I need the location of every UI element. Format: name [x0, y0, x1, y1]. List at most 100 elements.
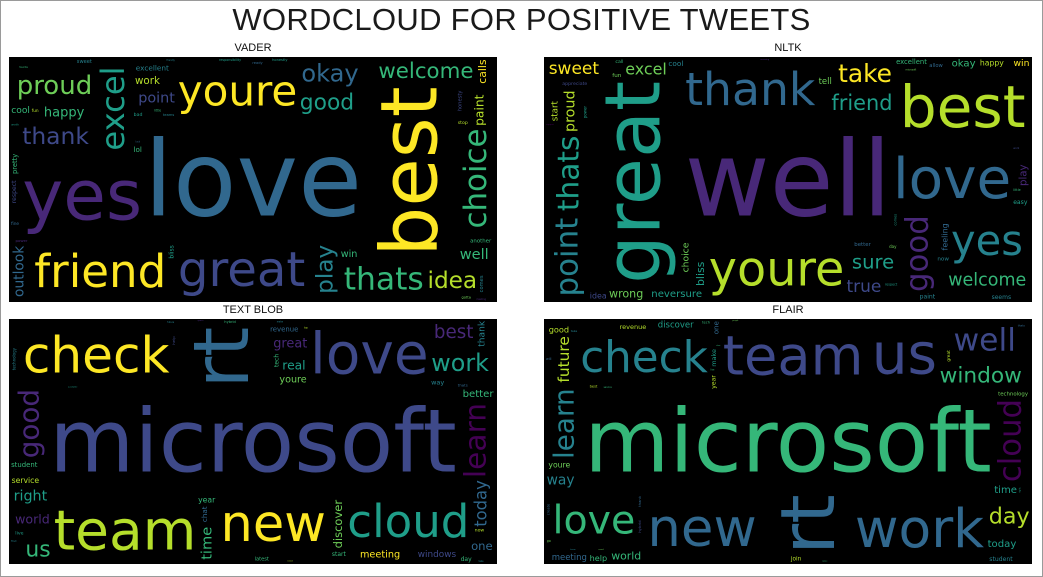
- word-people: people: [732, 320, 739, 322]
- word-great: great: [178, 242, 305, 298]
- word-happy: happy: [980, 58, 1004, 67]
- word-help: help: [590, 553, 608, 563]
- word-rt: rt: [178, 327, 267, 389]
- word-way: way: [547, 473, 575, 489]
- word-microsoft: microsoft: [906, 68, 917, 71]
- word-will: will: [546, 357, 552, 361]
- word-latest: latest: [255, 557, 269, 563]
- word-day: day: [989, 504, 1030, 530]
- word-best: best: [900, 73, 1026, 141]
- word-start: start: [551, 100, 561, 121]
- word-take: take: [571, 329, 578, 333]
- word-point: point: [549, 218, 585, 297]
- word-team: team: [54, 499, 197, 563]
- word-best: best: [434, 322, 474, 343]
- word-rt: rt: [764, 494, 852, 554]
- word-play: play: [312, 245, 339, 294]
- word-cloud: cloud: [994, 399, 1029, 482]
- panel-title: VADER: [234, 42, 272, 54]
- word-team: team: [723, 325, 864, 388]
- word-play: play: [1019, 164, 1030, 186]
- word-create: create: [546, 503, 550, 515]
- word-gotta: gotta: [462, 296, 472, 300]
- word-thank: thank: [22, 122, 89, 150]
- word-now: now: [475, 528, 485, 533]
- word-true: true: [847, 277, 882, 297]
- word-work: work: [855, 497, 984, 560]
- word-bliss: bliss: [694, 261, 707, 286]
- word-yes: yes: [951, 216, 1023, 265]
- word-good: good: [300, 91, 354, 116]
- word-year: year: [198, 496, 216, 505]
- word-feeling: feeling: [940, 223, 949, 250]
- word-yes: yes: [22, 156, 142, 236]
- word-comes: comes: [479, 275, 485, 292]
- wordcloud-svg: well love great best youre thank good yes welcom…: [546, 58, 1030, 301]
- word-youre: youre: [709, 243, 845, 298]
- word-happy: happy: [44, 106, 85, 121]
- word-future: future: [555, 336, 573, 382]
- word-responsibility: responsibility: [219, 58, 241, 62]
- word-support: support: [546, 123, 554, 126]
- panel-title: NLTK: [774, 42, 802, 54]
- word-thats: thats: [1018, 324, 1026, 328]
- word-power: power: [582, 106, 587, 119]
- word-work: work: [1013, 146, 1020, 150]
- word-youre: youre: [178, 66, 298, 115]
- word-work: work: [135, 75, 160, 87]
- word-microsoft: microsoft: [584, 391, 991, 493]
- word-new: new: [221, 495, 326, 554]
- word-learn: learn: [459, 403, 494, 478]
- word-welcome: welcome: [378, 59, 473, 84]
- word-friend: friend: [831, 91, 892, 115]
- word-win: win: [1014, 58, 1030, 69]
- word-win: win: [341, 249, 358, 260]
- word-love: love: [144, 119, 362, 241]
- wordcloud-panel-nltk: NLTK well love great best youre thank good yes w…: [544, 42, 1032, 302]
- word-great: great: [946, 350, 952, 362]
- word-meeting: meeting: [476, 298, 486, 301]
- word-favorite: favorite: [19, 66, 28, 69]
- figure-title: WORDCLOUD FOR POSITIVE TWEETS: [232, 2, 811, 37]
- word-go: go: [547, 539, 551, 543]
- wordcloud-canvas: well love great best youre thank good yes welcom…: [544, 57, 1032, 302]
- word-great: great: [273, 337, 307, 352]
- word-live: live: [711, 368, 716, 371]
- word-cloud: cloud: [347, 495, 469, 548]
- word-check: check: [23, 325, 170, 384]
- wordcloud-canvas: love great best yes youre friend excel thats tha…: [9, 57, 497, 302]
- word-best: best: [590, 385, 598, 389]
- word-meeting: meeting: [360, 550, 400, 561]
- word-thank: thank: [685, 63, 816, 116]
- word-amazing: amazing: [760, 59, 770, 61]
- wordcloud-panel-text-blob: TEXT BLOB microsoft new rt love team check lea…: [9, 304, 497, 564]
- word-idea: idea: [428, 267, 478, 294]
- word-well: well: [460, 246, 489, 263]
- word-day: day: [889, 244, 897, 249]
- wordcloud-canvas: microsoft team rt new us work cloud check window…: [544, 319, 1032, 564]
- word-right: right: [14, 489, 48, 505]
- word-lol: lol: [134, 145, 142, 154]
- word-learn: learn: [547, 388, 580, 459]
- word-good: good: [549, 325, 569, 335]
- word-little: little: [1013, 188, 1020, 192]
- word-know: know: [570, 549, 576, 551]
- word-microsoft: microsoft: [49, 391, 456, 493]
- word-paint: paint: [473, 94, 487, 126]
- word-new: new: [647, 498, 756, 559]
- word-good: good: [899, 215, 935, 292]
- word-fun: fun: [32, 108, 39, 114]
- word-today: today: [988, 539, 1017, 550]
- word-help: help: [171, 336, 176, 345]
- word-windows: windows: [418, 550, 457, 560]
- word-student: student: [989, 556, 1013, 563]
- word-sure: sure: [852, 251, 894, 274]
- word-proud: proud: [17, 71, 93, 101]
- word-good: good: [12, 389, 45, 458]
- word-revenue: revenue: [270, 325, 298, 333]
- word-fun: fun: [612, 73, 622, 79]
- word-friend: friend: [34, 245, 166, 298]
- word-meeting: meeting: [552, 553, 587, 563]
